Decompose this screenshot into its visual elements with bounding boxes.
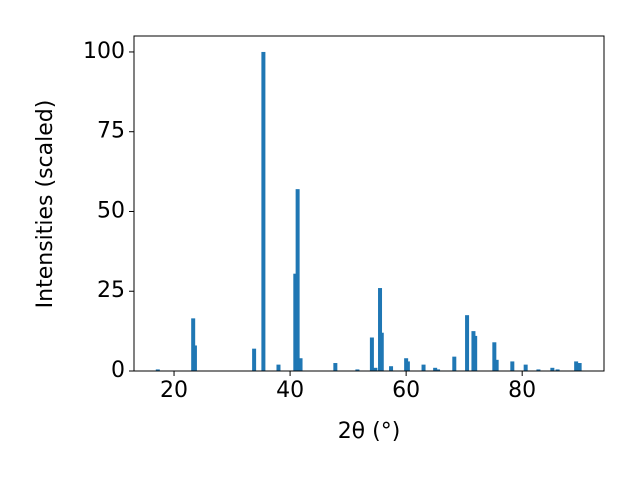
y-tick-label: 25 <box>97 278 125 303</box>
bar <box>373 367 378 371</box>
bar <box>555 369 560 371</box>
x-tick-label: 40 <box>276 378 304 403</box>
bar <box>389 366 394 371</box>
bar <box>492 342 497 371</box>
y-tick-label: 100 <box>83 39 125 64</box>
bar <box>494 359 499 371</box>
bar <box>510 361 515 371</box>
y-tick-label: 0 <box>111 358 125 383</box>
bar <box>355 369 360 371</box>
x-tick-label: 60 <box>392 378 420 403</box>
bar <box>523 364 528 371</box>
bar <box>465 315 470 371</box>
bar <box>433 367 438 371</box>
bar <box>577 363 582 371</box>
bar <box>436 369 441 371</box>
bar <box>379 332 384 371</box>
bar <box>574 361 579 371</box>
x-tick-label: 20 <box>160 378 188 403</box>
bar <box>405 361 410 371</box>
bar <box>298 358 303 371</box>
bar <box>333 363 338 371</box>
x-axis-label: 2θ (°) <box>338 419 401 444</box>
bar <box>295 189 300 371</box>
y-axis-label: Intensities (scaled) <box>33 100 58 309</box>
plot-frame <box>133 35 605 372</box>
bar <box>378 288 383 371</box>
y-tick-label: 75 <box>97 119 125 144</box>
bar <box>261 51 266 371</box>
bar <box>369 337 374 371</box>
bar <box>293 273 298 371</box>
bar <box>155 369 160 371</box>
y-tick-label: 50 <box>97 198 125 223</box>
bar <box>252 348 257 371</box>
bar <box>421 364 426 371</box>
bar <box>191 318 196 371</box>
x-tick-label: 80 <box>508 378 536 403</box>
bar <box>276 364 281 371</box>
bar <box>192 345 197 371</box>
bar <box>473 335 478 371</box>
bar <box>536 369 541 371</box>
bar <box>550 367 555 371</box>
bar <box>452 356 457 371</box>
